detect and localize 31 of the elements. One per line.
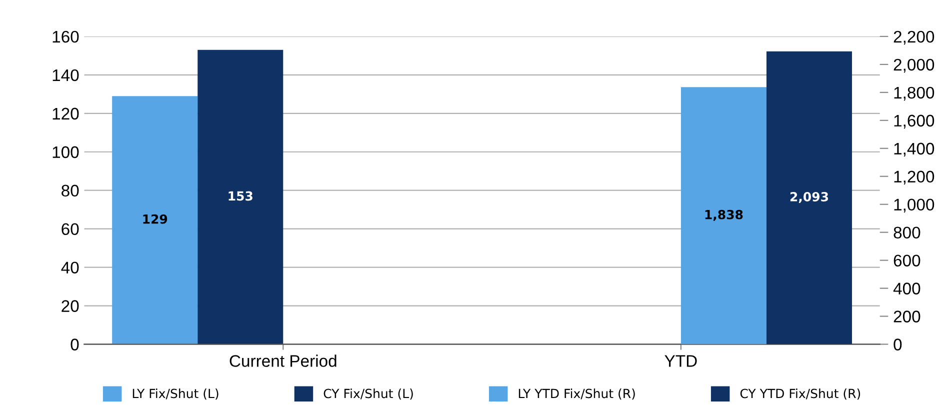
- y2-tick-label: 600: [894, 254, 920, 267]
- data-label: 2,093: [790, 192, 828, 204]
- legend-label: CY YTD Fix/Shut (R): [740, 388, 860, 400]
- y2-tick-label: 2,000: [894, 58, 934, 73]
- y2-tick-label: 1,600: [894, 114, 934, 129]
- y-tick-label: 100: [52, 146, 79, 158]
- y-tick-label: 0: [70, 338, 79, 350]
- y2-tick-label: 200: [894, 310, 920, 322]
- y-tick-label: 40: [61, 262, 79, 274]
- y-tick-label: 140: [52, 69, 79, 82]
- data-label: 1,838: [705, 210, 743, 221]
- y2-tick-label: 1,200: [894, 170, 934, 185]
- legend-label: LY YTD Fix/Shut (R): [518, 388, 635, 400]
- y2-tick-label: 1,400: [894, 142, 934, 157]
- data-label: 129: [143, 214, 168, 224]
- legend-label: LY Fix/Shut (L): [132, 388, 218, 400]
- legend-label: CY Fix/Shut (L): [324, 388, 413, 400]
- x-tick-label: Current Period: [230, 354, 336, 367]
- y2-tick-label: 800: [894, 226, 920, 239]
- y2-tick-label: 0: [894, 338, 902, 350]
- y2-tick-label: 400: [893, 282, 920, 294]
- y2-tick-label: 1,800: [894, 86, 934, 101]
- y2-tick-label: 2,200: [894, 30, 934, 45]
- x-tick-label: YTD: [664, 355, 697, 367]
- y-tick-label: 80: [62, 184, 79, 197]
- y-tick-label: 120: [52, 108, 79, 120]
- y-tick-label: 160: [52, 30, 79, 43]
- data-label: 153: [228, 191, 252, 201]
- y2-tick-label: 1,000: [894, 198, 934, 213]
- y-tick-label: 60: [62, 223, 79, 236]
- y-tick-label: 20: [62, 300, 79, 312]
